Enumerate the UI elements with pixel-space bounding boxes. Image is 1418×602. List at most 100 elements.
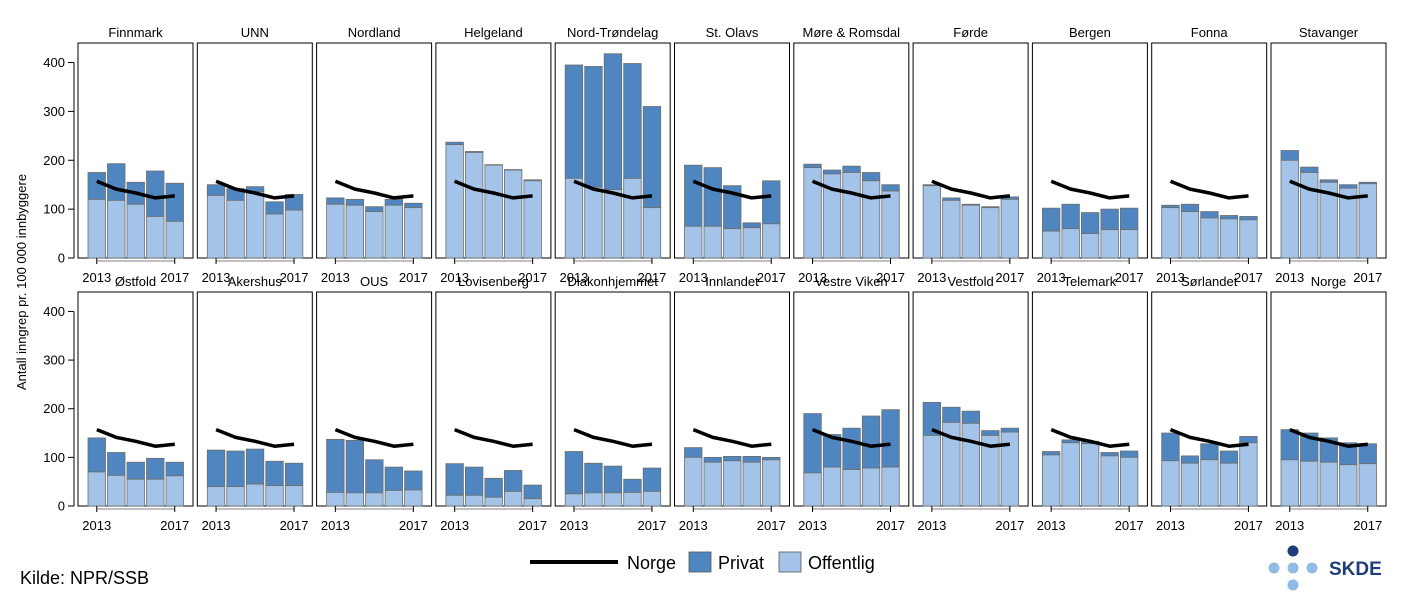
x-tick-label: 2013 bbox=[82, 518, 111, 533]
x-tick-label: 2013 bbox=[679, 270, 708, 285]
panel-title: Vestfold bbox=[947, 274, 993, 289]
x-tick-label: 2017 bbox=[757, 518, 786, 533]
x-tick-label: 2017 bbox=[637, 518, 666, 533]
bar-offentlig bbox=[803, 472, 822, 507]
norge-line bbox=[1050, 427, 1130, 448]
x-tick-label: 2017 bbox=[399, 518, 428, 533]
bar-offentlig bbox=[1081, 443, 1100, 507]
x-tick-label: 2017 bbox=[518, 270, 547, 285]
bar-offentlig bbox=[107, 199, 126, 259]
y-tick-label: 300 bbox=[43, 104, 65, 119]
bar-offentlig bbox=[265, 213, 284, 259]
bar-privat bbox=[265, 460, 284, 486]
bar-privat bbox=[961, 410, 980, 424]
bar-offentlig bbox=[822, 173, 842, 259]
bar-offentlig bbox=[1280, 459, 1299, 507]
bar-offentlig bbox=[1300, 172, 1319, 259]
bar-offentlig bbox=[87, 198, 106, 259]
panel: Fonna 2013 2017 bbox=[1151, 25, 1268, 285]
bar-offentlig bbox=[284, 209, 304, 259]
norge-line bbox=[453, 179, 533, 200]
x-tick-label: 2013 bbox=[917, 518, 946, 533]
bar-privat bbox=[384, 466, 404, 491]
bar-offentlig bbox=[1219, 218, 1239, 259]
bar-offentlig bbox=[384, 490, 404, 507]
bar-offentlig bbox=[881, 190, 900, 259]
bar-offentlig bbox=[1319, 181, 1338, 259]
norge-line bbox=[1289, 179, 1368, 200]
bar-privat bbox=[1239, 216, 1258, 221]
bar-privat bbox=[723, 455, 742, 462]
bar-offentlig bbox=[1300, 460, 1319, 507]
bar-offentlig bbox=[1358, 463, 1377, 507]
bar-offentlig bbox=[1280, 159, 1299, 259]
skde-logo: SKDE bbox=[1268, 545, 1382, 591]
norge-line bbox=[811, 427, 891, 448]
bar-privat bbox=[265, 201, 284, 215]
bar-offentlig bbox=[1239, 442, 1258, 507]
bar-privat bbox=[404, 470, 423, 491]
x-tick-label: 2017 bbox=[757, 270, 786, 285]
bar-privat bbox=[1120, 450, 1139, 458]
bar-privat bbox=[484, 477, 503, 498]
panel-title: Sørlandet bbox=[1181, 274, 1238, 289]
bar-privat bbox=[742, 455, 761, 463]
bar-offentlig bbox=[981, 435, 1000, 507]
bar-privat bbox=[1180, 203, 1200, 212]
panel: Akershus 2013 2017 bbox=[196, 274, 313, 533]
norge-line bbox=[1169, 179, 1249, 200]
bar-privat bbox=[762, 180, 781, 225]
legend-offentlig-swatch bbox=[778, 551, 802, 573]
x-tick-label: 2017 bbox=[876, 518, 905, 533]
bar-offentlig bbox=[1042, 230, 1061, 259]
bar-offentlig bbox=[365, 211, 384, 259]
bar-privat bbox=[881, 409, 900, 468]
bar-privat bbox=[742, 222, 761, 229]
bar-offentlig bbox=[523, 180, 542, 259]
x-tick-label: 2013 bbox=[1037, 518, 1066, 533]
bar-offentlig bbox=[584, 186, 603, 259]
panel: Bergen 2013 2017 bbox=[1031, 25, 1148, 285]
x-tick-label: 2013 bbox=[917, 270, 946, 285]
bar-offentlig bbox=[703, 225, 722, 259]
bar-offentlig bbox=[584, 492, 603, 507]
legend-privat-swatch bbox=[688, 551, 712, 573]
bar-offentlig bbox=[922, 185, 941, 259]
bar-offentlig bbox=[564, 493, 584, 507]
x-tick-label: 2017 bbox=[280, 518, 309, 533]
bar-privat bbox=[1120, 207, 1139, 231]
norge-line bbox=[692, 179, 772, 200]
bar-offentlig bbox=[942, 421, 961, 507]
bar-offentlig bbox=[484, 164, 503, 259]
bar-privat bbox=[345, 439, 365, 494]
bar-privat bbox=[623, 478, 642, 493]
bar-privat bbox=[87, 437, 106, 473]
panel: Møre & Romsdal 2013 2017 bbox=[793, 25, 910, 285]
bar-privat bbox=[603, 465, 623, 494]
logo-dot bbox=[1287, 579, 1299, 591]
norge-line bbox=[215, 427, 295, 448]
logo-dot-top bbox=[1287, 545, 1299, 557]
x-tick-label: 2017 bbox=[1234, 270, 1263, 285]
bar-offentlig bbox=[723, 228, 742, 259]
bar-offentlig bbox=[684, 225, 703, 259]
norge-line bbox=[931, 427, 1011, 448]
panel: St. Olavs 2013 2017 bbox=[674, 25, 790, 285]
bar-offentlig bbox=[265, 485, 284, 507]
norge-line bbox=[1289, 427, 1368, 448]
panel: Finnmark 2013 2017 bbox=[77, 25, 194, 285]
bar-offentlig bbox=[326, 491, 345, 507]
bar-offentlig bbox=[245, 191, 265, 259]
bar-offentlig bbox=[1120, 229, 1139, 259]
bar-offentlig bbox=[842, 172, 861, 259]
bar-offentlig bbox=[1161, 207, 1180, 259]
bar-offentlig bbox=[623, 491, 642, 507]
y-tick-label: 0 bbox=[58, 499, 65, 514]
bar-privat bbox=[861, 415, 881, 469]
bar-offentlig bbox=[961, 204, 980, 259]
bar-offentlig bbox=[1081, 233, 1100, 259]
x-tick-label: 2017 bbox=[1353, 518, 1382, 533]
panel: Nord-Trøndelag 2013 2017 bbox=[554, 25, 671, 285]
bar-privat bbox=[1100, 208, 1119, 231]
bar-offentlig bbox=[126, 203, 145, 259]
